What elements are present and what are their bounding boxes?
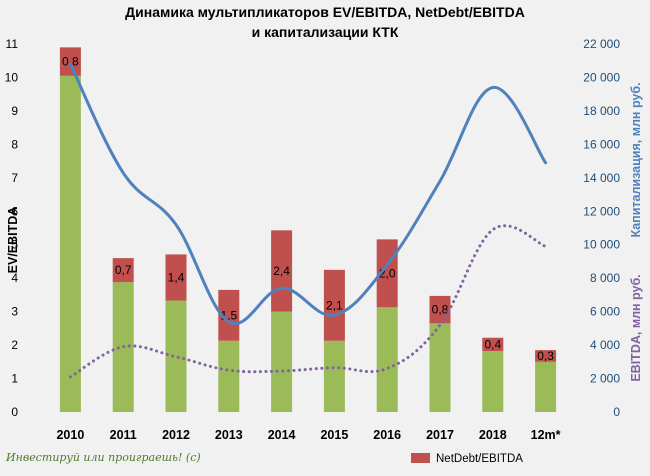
bar-ev-segment bbox=[218, 340, 240, 412]
left-tick-label: 6 bbox=[11, 204, 18, 218]
bar-data-label: 1,4 bbox=[168, 271, 185, 285]
legend-label-netdebt: NetDebt/EBITDA bbox=[436, 453, 523, 465]
bar-netdebt-segment bbox=[218, 289, 240, 341]
category-label: 2011 bbox=[110, 428, 137, 442]
bar-ev-segment bbox=[482, 351, 504, 412]
right-tick-label: 10 000 bbox=[583, 238, 620, 252]
category-label: 2013 bbox=[215, 428, 243, 442]
bar-ev-segment bbox=[376, 307, 398, 412]
left-tick-label: 5 bbox=[11, 238, 18, 252]
bar-ev-segment bbox=[535, 361, 557, 412]
bar-data-label: 0,3 bbox=[537, 349, 554, 363]
category-label: 2010 bbox=[56, 428, 84, 442]
left-axis-ticks: 0 1 2 3 4 5 6 7 8 9 10 11 bbox=[5, 37, 19, 419]
right-tick-label: 0 bbox=[613, 405, 620, 419]
left-tick-label: 8 bbox=[11, 137, 18, 151]
right-tick-label: 2 000 bbox=[590, 372, 620, 386]
category-label: 2017 bbox=[426, 428, 454, 442]
category-label: 2018 bbox=[479, 428, 507, 442]
left-tick-label: 1 bbox=[11, 372, 18, 386]
bar-ev-segment bbox=[429, 323, 451, 412]
bar-data-label: 0,8 bbox=[62, 55, 79, 69]
right-tick-label: 14 000 bbox=[583, 171, 620, 185]
category-label: 2012 bbox=[162, 428, 190, 442]
left-tick-label: 9 bbox=[11, 104, 18, 118]
left-tick-label: 2 bbox=[11, 338, 18, 352]
right-axis-title-ebitda: EBITDA, млн руб. bbox=[629, 274, 643, 381]
ebitda-line bbox=[68, 224, 548, 379]
right-tick-label: 8 000 bbox=[590, 271, 620, 285]
category-labels: 2010 2011 2012 2013 2014 2015 2016 2017 2018 12m* bbox=[56, 428, 560, 442]
bar-netdebt-segment bbox=[535, 350, 557, 362]
right-tick-label: 22 000 bbox=[583, 37, 620, 51]
bar-ev-segment bbox=[59, 75, 81, 413]
bar-ev-segment bbox=[271, 311, 293, 412]
bar-data-label: 2,4 bbox=[273, 264, 290, 278]
left-axis-title: EV/EBITDA bbox=[6, 207, 20, 274]
chart-title-line-1: Динамика мультипликаторов EV/EBITDA, Net… bbox=[125, 4, 525, 20]
bar-ev-segment bbox=[165, 300, 187, 412]
bars-group bbox=[59, 47, 557, 413]
footer-note: Инвестируй или проиграешь! (с) bbox=[5, 451, 201, 464]
left-tick-label: 10 bbox=[5, 70, 19, 84]
bar-labels-group: 0,80,71,41,52,42,12,00,80,40,3 bbox=[62, 55, 554, 363]
left-tick-label: 7 bbox=[11, 171, 18, 185]
bar-netdebt-segment bbox=[482, 337, 504, 352]
bar-netdebt-segment bbox=[323, 269, 345, 341]
bar-data-label: 0,4 bbox=[484, 337, 501, 351]
bar-data-label: 0,7 bbox=[115, 263, 132, 277]
right-tick-label: 18 000 bbox=[583, 104, 620, 118]
capitalization-line bbox=[68, 62, 548, 326]
right-tick-label: 20 000 bbox=[583, 70, 620, 84]
right-axis-ticks: 0 2 000 4 000 6 000 8 000 10 000 12 000 14 000 1… bbox=[583, 37, 620, 419]
left-tick-label: 0 bbox=[11, 405, 18, 419]
right-tick-label: 12 000 bbox=[583, 204, 620, 218]
left-tick-label: 11 bbox=[6, 37, 19, 51]
lines-group bbox=[68, 62, 548, 379]
bar-netdebt-segment bbox=[165, 254, 187, 301]
bar-netdebt-segment bbox=[59, 47, 81, 76]
legend-swatch-netdebt bbox=[411, 453, 430, 463]
chart-title-line-2: и капитализации КТК bbox=[252, 24, 399, 40]
bar-netdebt-segment bbox=[271, 230, 293, 312]
category-label: 2016 bbox=[373, 428, 401, 442]
bar-netdebt-segment bbox=[112, 258, 134, 283]
left-tick-label: 4 bbox=[11, 271, 18, 285]
bar-data-label: 0,8 bbox=[432, 303, 449, 317]
bar-data-label: 2,1 bbox=[326, 298, 343, 312]
right-tick-label: 6 000 bbox=[590, 305, 620, 319]
bar-ev-segment bbox=[323, 340, 345, 412]
left-tick-label: 3 bbox=[11, 305, 18, 319]
right-axis-title-capitalization: Капитализация, млн руб. bbox=[629, 82, 643, 237]
category-label: 12m* bbox=[531, 428, 561, 442]
category-label: 2014 bbox=[268, 428, 296, 442]
right-tick-label: 16 000 bbox=[583, 137, 620, 151]
category-label: 2015 bbox=[320, 428, 348, 442]
right-tick-label: 4 000 bbox=[590, 338, 620, 352]
